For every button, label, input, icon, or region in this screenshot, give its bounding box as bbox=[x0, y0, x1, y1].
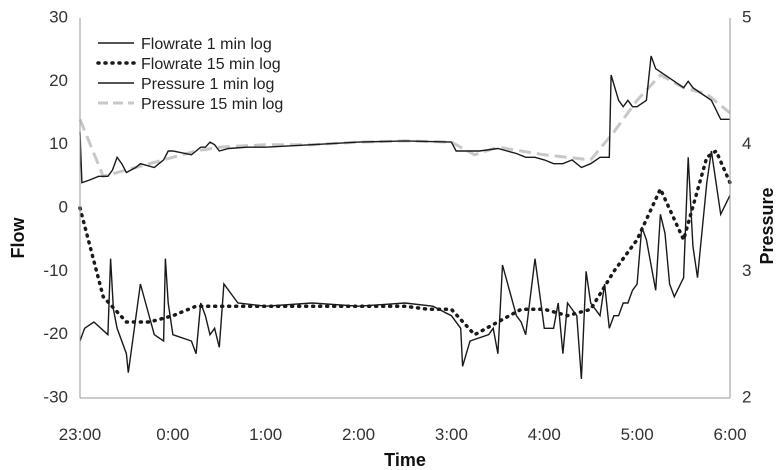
plot-lines bbox=[78, 55, 732, 380]
x-tick-label: 5:00 bbox=[621, 425, 654, 444]
left-tick-label: 30 bbox=[49, 7, 68, 26]
right-tick-labels: 2 3 4 5 bbox=[742, 7, 751, 406]
right-axis-title: Pressure bbox=[757, 187, 777, 264]
x-tick-label: 3:00 bbox=[435, 425, 468, 444]
right-tick-label: 4 bbox=[742, 134, 751, 153]
right-tick-label: 3 bbox=[742, 261, 751, 280]
left-tick-label: -30 bbox=[43, 387, 68, 406]
left-tick-label: 0 bbox=[59, 197, 68, 216]
left-tick-labels: -30 -20 -10 0 10 20 30 bbox=[43, 7, 68, 406]
series-line-flowrate-1-min-log bbox=[79, 150, 731, 380]
x-tick-label: 2:00 bbox=[342, 425, 375, 444]
left-tick-label: -10 bbox=[43, 261, 68, 280]
x-tick-labels: 23:00 0:00 1:00 2:00 3:00 4:00 5:00 6:00 bbox=[59, 425, 747, 444]
x-axis-title: Time bbox=[384, 450, 426, 470]
left-tick-label: 20 bbox=[49, 71, 68, 90]
legend-label-flowrate-1-min-log: Flowrate 1 min log bbox=[141, 36, 272, 53]
legend: Flowrate 1 min log Flowrate 15 min log P… bbox=[96, 36, 283, 113]
legend-label-pressure-15-min-log: Pressure 15 min log bbox=[141, 96, 283, 113]
x-tick-label: 23:00 bbox=[59, 425, 102, 444]
series-line-flowrate-15-min-log bbox=[78, 148, 732, 337]
x-tick-label: 0:00 bbox=[156, 425, 189, 444]
legend-label-flowrate-15-min-log: Flowrate 15 min log bbox=[141, 56, 281, 73]
legend-label-pressure-1-min-log: Pressure 1 min log bbox=[141, 76, 274, 93]
x-tick-label: 1:00 bbox=[249, 425, 282, 444]
axes bbox=[79, 18, 731, 399]
x-tick-label: 4:00 bbox=[528, 425, 561, 444]
right-tick-label: 2 bbox=[742, 387, 751, 406]
left-tick-label: -20 bbox=[43, 324, 68, 343]
x-tick-label: 6:00 bbox=[713, 425, 746, 444]
series-line-pressure-15-min-log bbox=[78, 73, 731, 179]
left-tick-label: 10 bbox=[49, 134, 68, 153]
series-line-pressure-1-min-log bbox=[79, 55, 730, 184]
right-tick-label: 5 bbox=[742, 7, 751, 26]
left-axis-title: Flow bbox=[8, 217, 28, 259]
